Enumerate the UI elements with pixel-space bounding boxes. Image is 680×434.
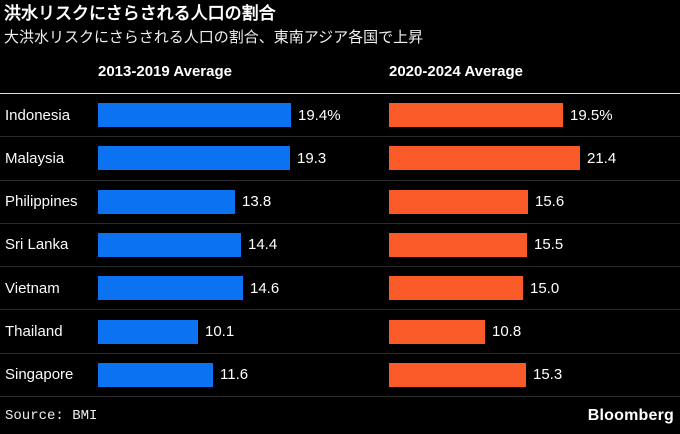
bar-2013-2019 [98, 146, 290, 171]
chart-subtitle: 大洪水リスクにさらされる人口の割合、東南アジア各国で上昇 [4, 29, 424, 46]
bar-panel-2: 15.5 [389, 232, 680, 257]
bar-2020-2024 [389, 362, 526, 387]
bloomberg-logo: Bloomberg [587, 406, 674, 424]
country-label: Vietnam [5, 279, 60, 297]
bar-panel-2: 15.0 [389, 276, 680, 301]
table-row: Thailand 10.1 10.8 [0, 310, 680, 354]
header-rule [0, 93, 680, 94]
bar-2020-2024 [389, 189, 528, 214]
bar-panel-2: 15.6 [389, 189, 680, 214]
country-label: Philippines [5, 193, 78, 211]
value-label: 14.6 [250, 279, 280, 297]
bar-2013-2019 [98, 319, 198, 344]
value-label: 14.4 [248, 236, 278, 254]
value-label: 21.4 [587, 149, 617, 167]
country-label: Malaysia [5, 149, 65, 167]
bar-panel-1: 14.4 [98, 232, 389, 257]
value-label: 10.1 [205, 323, 235, 341]
value-label: 11.6 [220, 366, 249, 384]
bar-panel-2: 21.4 [389, 146, 680, 171]
bar-2013-2019 [98, 276, 243, 301]
bar-panel-1: 19.3 [98, 146, 389, 171]
series-header-2020-2024: 2020-2024 Average [389, 63, 523, 80]
bar-panel-2: 15.3 [389, 362, 680, 387]
bar-panel-1: 14.6 [98, 276, 389, 301]
chart-title: 洪水リスクにさらされる人口の割合 [4, 4, 276, 23]
bar-2013-2019 [98, 103, 291, 128]
source-text: Source: BMI [5, 407, 98, 424]
value-label: 19.4% [298, 106, 341, 124]
value-label: 10.8 [492, 323, 522, 341]
bar-2013-2019 [98, 362, 213, 387]
country-label: Thailand [5, 323, 63, 341]
chart-footer: Source: BMI Bloomberg [0, 397, 680, 434]
table-row: Indonesia 19.4% 19.5% [0, 94, 680, 138]
value-label: 13.8 [242, 193, 272, 211]
bar-panel-1: 19.4% [98, 103, 389, 128]
bar-2020-2024 [389, 103, 563, 128]
value-label: 15.6 [535, 193, 565, 211]
bar-2020-2024 [389, 146, 580, 171]
bar-panel-1: 11.6 [98, 362, 389, 387]
bar-panel-1: 13.8 [98, 189, 389, 214]
bar-2020-2024 [389, 319, 485, 344]
value-label: 19.3 [297, 149, 327, 167]
table-row: Sri Lanka 14.4 15.5 [0, 224, 680, 268]
bar-rows: Indonesia 19.4% 19.5% Malaysia 19.3 21.4 Phili… [0, 94, 680, 397]
column-headers: 2013-2019 Average 2020-2024 Average [0, 63, 680, 81]
bar-panel-2: 19.5% [389, 103, 680, 128]
country-label: Sri Lanka [5, 236, 69, 254]
bar-panel-1: 10.1 [98, 319, 389, 344]
bar-2020-2024 [389, 276, 523, 301]
series-header-2013-2019: 2013-2019 Average [98, 63, 232, 80]
value-label: 15.5 [534, 236, 564, 254]
bar-2020-2024 [389, 232, 527, 257]
country-label: Indonesia [5, 106, 71, 124]
value-label: 15.0 [530, 279, 560, 297]
bar-panel-2: 10.8 [389, 319, 680, 344]
bar-2013-2019 [98, 232, 241, 257]
value-label: 19.5% [570, 106, 613, 124]
bar-2013-2019 [98, 189, 235, 214]
table-row: Vietnam 14.6 15.0 [0, 267, 680, 311]
table-row: Singapore 11.6 15.3 [0, 354, 680, 397]
country-label: Singapore [5, 366, 74, 384]
table-row: Philippines 13.8 15.6 [0, 181, 680, 224]
table-row: Malaysia 19.3 21.4 [0, 137, 680, 181]
value-label: 15.3 [533, 366, 563, 384]
